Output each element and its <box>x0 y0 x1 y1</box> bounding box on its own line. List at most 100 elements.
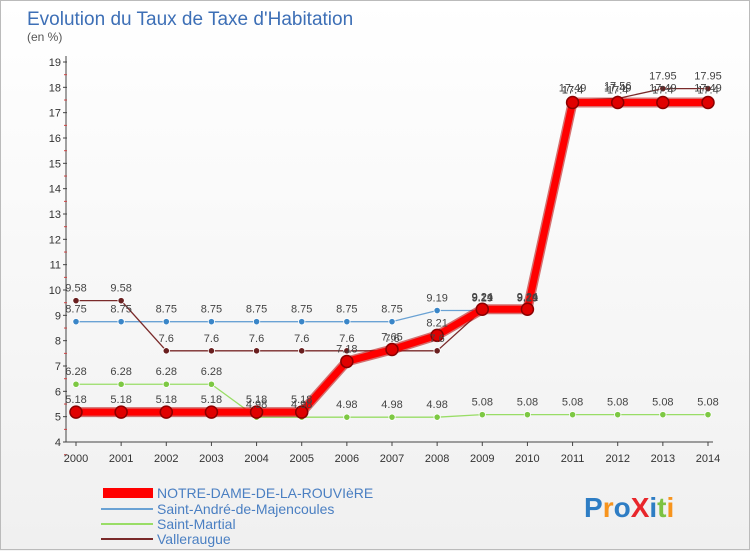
data-point <box>385 342 399 357</box>
series-line-1 <box>76 99 708 323</box>
data-label: 7.65 <box>381 332 402 344</box>
x-tick-label: 2012 <box>605 453 629 465</box>
data-point <box>72 318 80 326</box>
x-tick-label: 2002 <box>154 453 178 465</box>
x-tick-label: 2009 <box>470 453 494 465</box>
logo-wordmark: ProXiti <box>584 492 674 523</box>
x-tick-label: 2004 <box>244 453 268 465</box>
x-tick-label: 2001 <box>109 453 133 465</box>
y-tick-label: 19 <box>49 57 61 69</box>
data-label: 5.18 <box>291 394 312 406</box>
logo-letter: t <box>657 492 666 523</box>
x-tick-label: 2007 <box>380 453 404 465</box>
data-point <box>207 318 216 326</box>
logo-letter: P <box>584 492 603 523</box>
data-point <box>659 411 667 419</box>
data-label: 17.95 <box>694 71 722 83</box>
data-label: 5.18 <box>201 394 222 406</box>
x-tick-label: 2003 <box>199 453 223 465</box>
data-point <box>69 405 83 419</box>
data-label: 17.4 <box>562 85 583 97</box>
data-point <box>294 405 309 419</box>
data-label: 17.49 <box>559 82 587 94</box>
logo-letter: X <box>631 492 650 523</box>
data-point <box>704 85 712 93</box>
logo-letter: o <box>614 492 631 523</box>
x-tick-label: 2013 <box>651 453 675 465</box>
data-point <box>72 297 80 305</box>
proxiti-logo: ProXiti <box>584 492 674 523</box>
data-point <box>162 347 170 355</box>
data-label: 9.19 <box>472 293 493 305</box>
legend: NOTRE-DAME-DE-LA-ROUVIèRESaint-André-de-… <box>101 485 373 547</box>
data-point <box>159 405 174 419</box>
data-label: 7.6 <box>249 333 264 345</box>
axes: 4 5 6 7 8 9 10 11 12 13 14 15 16 17 18 19 2000 2001 2002 20… <box>49 56 720 465</box>
data-point <box>523 411 532 419</box>
data-label: 5.08 <box>607 397 628 409</box>
legend-swatch <box>103 488 153 498</box>
y-tick-label: 4 <box>55 437 61 449</box>
data-label: 5.18 <box>110 394 131 406</box>
data-point <box>433 413 441 421</box>
data-point <box>298 318 306 326</box>
data-label: 9.19 <box>426 293 447 305</box>
data-label: 9.58 <box>65 283 86 295</box>
y-axis-label: (en %) <box>27 30 62 44</box>
data-point <box>704 411 712 419</box>
data-point <box>610 95 625 110</box>
y-tick-label: 6 <box>55 386 61 398</box>
data-label: 8.75 <box>336 304 357 316</box>
data-label: 17.95 <box>649 71 677 83</box>
data-point <box>162 318 170 326</box>
data-label: 9.24 <box>517 291 538 303</box>
data-point <box>659 85 667 93</box>
data-label: 5.08 <box>517 397 538 409</box>
data-point <box>162 380 170 388</box>
data-point <box>114 405 128 419</box>
x-tick-label: 2008 <box>425 453 449 465</box>
x-tick-label: 2014 <box>696 453 720 465</box>
logo-letter: i <box>649 492 657 523</box>
data-label: 17.49 <box>649 82 677 94</box>
data-label: 17.4 <box>652 85 673 97</box>
data-label: 5.08 <box>697 397 718 409</box>
data-point <box>72 380 80 388</box>
data-point <box>117 297 125 305</box>
data-label: 17.56 <box>604 80 632 92</box>
data-point <box>656 95 670 110</box>
data-point <box>433 306 441 315</box>
series-markers <box>69 85 715 421</box>
y-tick-label: 10 <box>49 285 61 297</box>
data-point <box>475 302 490 317</box>
data-label: 7.6 <box>384 333 399 345</box>
data-label: 8.75 <box>291 304 312 316</box>
logo-letter: r <box>603 492 614 523</box>
data-point <box>343 413 351 421</box>
legend-label: NOTRE-DAME-DE-LA-ROUVIèRE <box>157 485 373 501</box>
data-label: 6.28 <box>65 366 86 378</box>
data-label: 5.08 <box>472 397 493 409</box>
data-point <box>520 302 535 317</box>
y-tick-label: 13 <box>49 209 61 221</box>
data-point <box>565 95 580 110</box>
x-tick-label: 2010 <box>515 453 539 465</box>
y-tick-label: 9 <box>55 310 61 322</box>
data-label: 17.4 <box>697 85 718 97</box>
data-label: 7.6 <box>159 333 174 345</box>
data-point <box>207 347 216 355</box>
data-point <box>252 347 261 355</box>
data-point <box>117 380 125 388</box>
data-label: 5.08 <box>562 397 583 409</box>
data-label: 4.98 <box>246 399 267 411</box>
x-tick-label: 2006 <box>335 453 359 465</box>
data-labels: 8.75 8.75 8.75 8.75 8.75 8.75 8.75 8.75 9.19 9.19… <box>65 71 721 412</box>
data-point <box>343 318 351 326</box>
data-label: 4.98 <box>291 399 312 411</box>
data-label: 17.4 <box>607 85 628 97</box>
data-label: 7.6 <box>339 333 354 345</box>
data-label: 5.18 <box>246 394 267 406</box>
y-tick-label: 5 <box>55 412 61 424</box>
data-point <box>388 413 396 421</box>
